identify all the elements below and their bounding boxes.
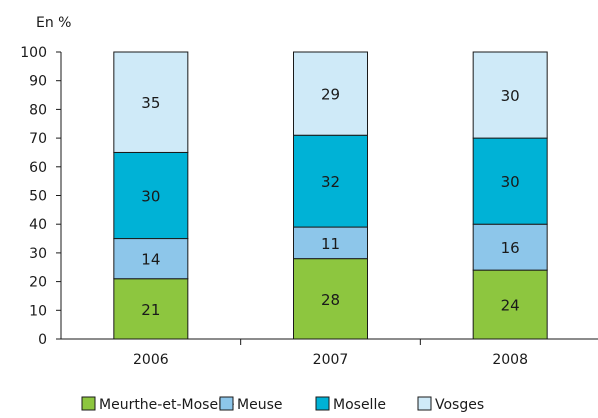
y-tick-label: 60: [29, 160, 47, 176]
bar-segment: [472, 269, 548, 340]
x-axis: 2006 2007 2008: [61, 338, 598, 368]
y-tick-label: 50: [29, 189, 47, 205]
x-tick-label: 2006: [133, 352, 169, 368]
legend-swatch: [417, 396, 432, 411]
y-tick-label: 30: [29, 246, 47, 262]
y-tick-label: 20: [29, 275, 47, 291]
legend-label: Meuse: [237, 397, 282, 413]
legend-label: Vosges: [435, 397, 484, 413]
y-tick-label: 0: [38, 332, 47, 348]
data-label: 35: [141, 94, 160, 112]
bar-segment: [293, 258, 368, 340]
y-tick-label: 10: [29, 303, 47, 319]
data-label: 24: [501, 297, 520, 315]
y-tick-label: 90: [29, 74, 47, 90]
data-label: 14: [141, 251, 160, 269]
bar-segment: [472, 223, 548, 271]
data-label: 30: [141, 188, 160, 206]
y-tick-label: 40: [29, 217, 47, 233]
data-label: 30: [501, 173, 520, 191]
bar-segment: [113, 51, 189, 153]
data-label: 29: [321, 86, 340, 104]
x-tick-label: 2008: [492, 352, 528, 368]
y-tick-label: 80: [29, 102, 47, 118]
legend-label: Moselle: [333, 397, 386, 413]
bar-segment: [293, 226, 368, 260]
bar-segment: [472, 137, 548, 225]
y-tick-label: 70: [29, 131, 47, 147]
bar-segment: [113, 278, 189, 340]
legend-swatch: [81, 396, 96, 411]
bars: 21 14 30 35 28 11 32 29 24 16 30 30: [113, 51, 548, 340]
legend-label: Meurthe-et-Moselle: [99, 397, 234, 413]
data-label: 28: [321, 291, 340, 309]
bar-segment: [293, 51, 368, 136]
bar-segment: [113, 151, 189, 240]
data-label: 21: [141, 301, 160, 319]
data-label: 16: [501, 239, 520, 257]
x-tick-label: 2007: [313, 352, 349, 368]
legend: Meurthe-et-Moselle Meuse Moselle Vosges: [81, 396, 484, 413]
data-label: 11: [321, 235, 340, 253]
data-label: 30: [501, 87, 520, 105]
bar-segment: [472, 51, 548, 139]
y-tick-label: 100: [20, 45, 47, 61]
bar-segment: [113, 238, 189, 280]
y-axis: 0 10 20 30 40 50 60 70 80 90 100: [20, 45, 62, 348]
y-unit-label: En %: [36, 15, 71, 31]
legend-swatch: [315, 396, 330, 411]
data-label: 32: [321, 173, 340, 191]
legend-swatch: [219, 396, 234, 411]
